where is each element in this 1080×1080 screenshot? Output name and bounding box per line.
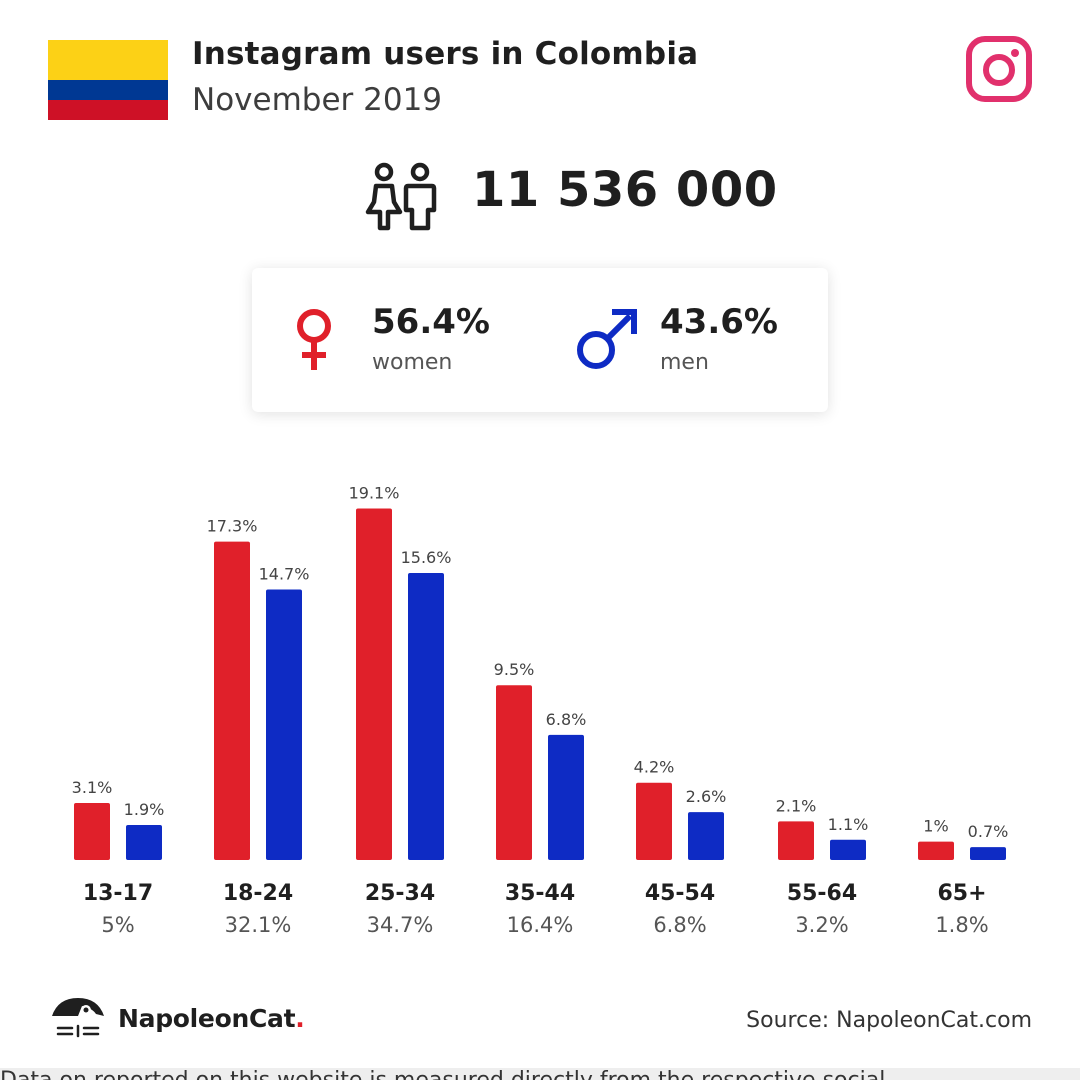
flag-stripe-red xyxy=(48,100,168,120)
women-percent: 56.4% xyxy=(372,302,490,342)
bar-55-64-series-1 xyxy=(830,839,866,860)
page-subtitle: November 2019 xyxy=(192,82,443,118)
category-total-35-44: 16.4% xyxy=(507,913,574,937)
bar-65+-series-1 xyxy=(970,847,1006,860)
data-label-65+-series-1: 0.7% xyxy=(968,822,1009,841)
bar-45-54-series-0 xyxy=(636,782,672,860)
category-total-25-34: 34.7% xyxy=(367,913,434,937)
people-icon xyxy=(365,162,437,231)
data-label-45-54-series-1: 2.6% xyxy=(686,787,727,806)
category-total-45-54: 6.8% xyxy=(653,913,706,937)
page-title: Instagram users in Colombia xyxy=(192,36,699,72)
category-total-13-17: 5% xyxy=(101,913,134,937)
flag-stripe-yellow xyxy=(48,40,168,80)
data-label-25-34-series-1: 15.6% xyxy=(401,548,452,567)
age-gender-bar-chart: 3.1% 1.9% 13-17 5% 17.3% 14.7% 18-24 32.1% 19.1%… xyxy=(72,484,1009,937)
instagram-icon xyxy=(966,36,1032,102)
category-label-18-24: 18-24 xyxy=(223,881,293,906)
brand-dot: . xyxy=(295,1004,305,1033)
data-label-18-24-series-0: 17.3% xyxy=(207,517,258,536)
flag-stripe-blue xyxy=(48,80,168,100)
bar-55-64-series-0 xyxy=(778,821,814,860)
bar-35-44-series-0 xyxy=(496,685,532,860)
data-label-55-64-series-1: 1.1% xyxy=(828,815,869,834)
female-symbol-icon xyxy=(297,309,331,370)
category-label-35-44: 35-44 xyxy=(505,881,575,906)
bar-25-34-series-0 xyxy=(356,508,392,860)
category-label-13-17: 13-17 xyxy=(83,881,153,906)
data-label-13-17-series-0: 3.1% xyxy=(72,778,113,797)
data-label-13-17-series-1: 1.9% xyxy=(124,800,165,819)
women-label: women xyxy=(372,350,453,375)
men-label: men xyxy=(660,350,709,375)
data-label-65+-series-0: 1% xyxy=(923,817,948,836)
footer-disclaimer-text: Data on reported on this website is meas… xyxy=(0,1070,885,1080)
napoleoncat-logo-icon xyxy=(52,998,104,1038)
source-note: Source: NapoleonCat.com xyxy=(746,1008,1032,1033)
bar-45-54-series-1 xyxy=(688,812,724,860)
colombia-flag xyxy=(48,40,168,120)
bar-13-17-series-0 xyxy=(74,802,110,860)
category-label-65+: 65+ xyxy=(937,881,986,906)
men-percent: 43.6% xyxy=(660,302,778,342)
category-total-65+: 1.8% xyxy=(935,913,988,937)
data-label-18-24-series-1: 14.7% xyxy=(259,565,310,584)
brand-text: NapoleonCat xyxy=(118,1004,296,1033)
bar-35-44-series-1 xyxy=(548,734,584,860)
category-total-55-64: 3.2% xyxy=(795,913,848,937)
data-label-55-64-series-0: 2.1% xyxy=(776,796,817,815)
gender-card: 56.4% women 43.6% men xyxy=(252,268,828,412)
bar-18-24-series-1 xyxy=(266,589,302,860)
brand-name: NapoleonCat. xyxy=(118,1004,305,1033)
data-label-35-44-series-1: 6.8% xyxy=(546,710,587,729)
data-label-45-54-series-0: 4.2% xyxy=(634,758,675,777)
category-total-18-24: 32.1% xyxy=(225,913,292,937)
bar-13-17-series-1 xyxy=(126,825,162,860)
category-label-55-64: 55-64 xyxy=(787,881,857,906)
data-label-35-44-series-0: 9.5% xyxy=(494,660,535,679)
bar-18-24-series-0 xyxy=(214,541,250,860)
data-label-25-34-series-0: 19.1% xyxy=(349,484,400,503)
bar-25-34-series-1 xyxy=(408,572,444,860)
total-users: 11 536 000 xyxy=(472,162,778,218)
category-label-25-34: 25-34 xyxy=(365,881,435,906)
category-label-45-54: 45-54 xyxy=(645,881,715,906)
footer-disclaimer-bar: Data on reported on this website is meas… xyxy=(0,1068,1080,1080)
male-symbol-icon xyxy=(577,309,637,369)
bar-65+-series-0 xyxy=(918,841,954,860)
